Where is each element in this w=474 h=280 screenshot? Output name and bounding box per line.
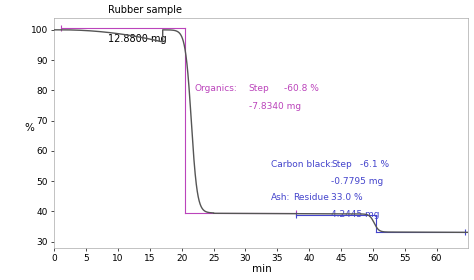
X-axis label: min: min — [252, 264, 271, 274]
Text: Step: Step — [249, 84, 269, 93]
Text: Rubber sample: Rubber sample — [108, 5, 182, 15]
Text: 4.2445 mg: 4.2445 mg — [331, 210, 380, 219]
Text: -7.8340 mg: -7.8340 mg — [249, 102, 301, 111]
Text: -0.7795 mg: -0.7795 mg — [331, 177, 384, 186]
Text: Step: Step — [331, 160, 352, 169]
Text: Residue: Residue — [293, 193, 329, 202]
Text: Ash:: Ash: — [271, 193, 290, 202]
Text: -60.8 %: -60.8 % — [284, 84, 319, 93]
Text: 33.0 %: 33.0 % — [331, 193, 363, 202]
Y-axis label: %: % — [25, 123, 35, 133]
Text: Carbon black:: Carbon black: — [271, 160, 333, 169]
Text: 12.8800 mg: 12.8800 mg — [108, 34, 167, 44]
Text: Organics:: Organics: — [194, 84, 237, 93]
Text: -6.1 %: -6.1 % — [360, 160, 389, 169]
